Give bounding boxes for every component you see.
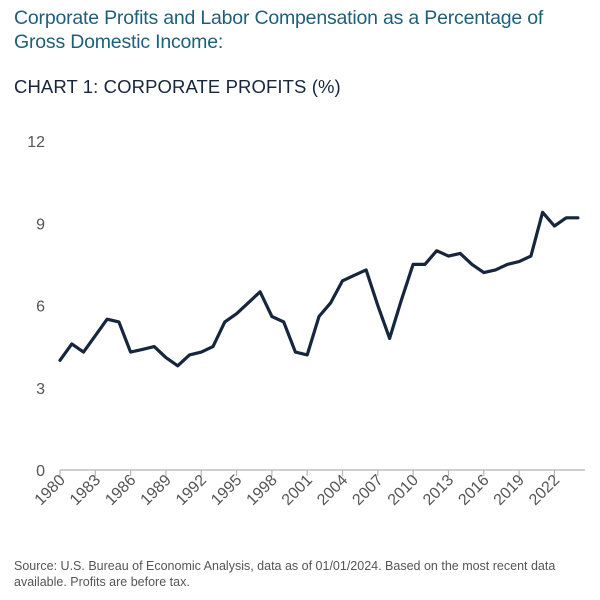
x-tick-label: 1986 — [102, 472, 139, 509]
y-tick-label: 12 — [27, 134, 45, 151]
x-tick-label: 2007 — [349, 472, 386, 509]
y-tick-label: 3 — [36, 381, 45, 398]
y-axis-labels: 0 3 6 9 12 — [27, 134, 45, 480]
source-note: Source: U.S. Bureau of Economic Analysis… — [14, 559, 556, 589]
series-group — [58, 210, 580, 368]
x-tick-label: 2001 — [279, 472, 316, 509]
report-heading: Corporate Profits and Labor Compensation… — [14, 7, 544, 53]
x-tick-label: 1998 — [244, 472, 281, 509]
series-line-corporate-profits — [58, 210, 580, 368]
x-tick-label: 2019 — [491, 472, 528, 509]
y-tick-label: 0 — [36, 463, 45, 480]
x-tick-label: 2004 — [314, 472, 351, 509]
y-tick-label: 9 — [36, 216, 45, 233]
x-tick-label: 2022 — [526, 472, 563, 509]
x-tick-label: 2013 — [420, 472, 457, 509]
chart-title: CHART 1: CORPORATE PROFITS (%) — [14, 76, 341, 97]
x-tick-label: 1995 — [208, 472, 245, 509]
x-tick-label: 1989 — [138, 472, 175, 509]
x-tick-label: 2010 — [385, 472, 422, 509]
y-tick-label: 6 — [36, 299, 45, 316]
corporate-profits-line-chart: 0 3 6 9 12 198019831986198919921995199820012… — [27, 134, 585, 509]
x-tick-label: 2016 — [455, 472, 492, 509]
x-axis-labels: 1980198319861989199219951998200120042007… — [32, 472, 564, 509]
x-axis-ticks — [59, 470, 555, 476]
x-tick-label: 1983 — [67, 472, 104, 509]
x-tick-label: 1992 — [173, 472, 210, 509]
